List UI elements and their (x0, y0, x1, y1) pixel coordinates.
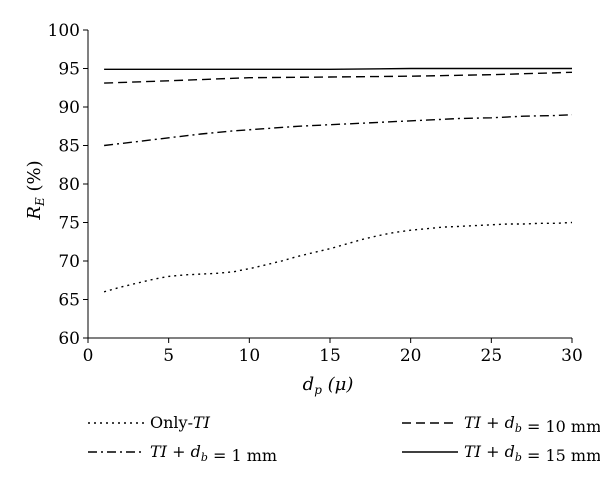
series-line-2 (104, 71, 573, 84)
axes (83, 29, 573, 343)
x-tick-label: 5 (163, 346, 174, 366)
x-tick-label: 25 (481, 346, 503, 366)
y-tick-label: 90 (58, 98, 80, 118)
series-lines (103, 67, 573, 293)
x-tick-label: 15 (319, 346, 341, 366)
legend-label-1: TI + db = 1 mm (150, 442, 277, 465)
y-axis-label: RE (%) (24, 160, 47, 220)
legend: Only-TI TI + db = 1 mm TI + db = 10 mm TI +… (88, 413, 600, 465)
x-tick-label: 10 (239, 346, 261, 366)
legend-label-2: TI + db = 10 mm (464, 413, 600, 436)
y-tick-label: 70 (58, 252, 80, 272)
legend-label-3: TI + db = 15 mm (464, 442, 600, 465)
y-tick-label: 85 (58, 137, 80, 157)
tick-labels: 60 65 70 75 80 85 90 95 100 0 5 10 15 20 25 30 (48, 21, 583, 366)
x-tick-label: 30 (561, 346, 583, 366)
y-tick-label: 80 (58, 175, 80, 195)
legend-label-0: Only-TI (150, 413, 211, 432)
y-tick-label: 75 (58, 214, 80, 234)
series-line-1 (104, 114, 573, 147)
x-axis-label: dp (μ) (303, 374, 354, 397)
y-tick-label: 100 (48, 21, 80, 41)
y-tick-label: 65 (58, 291, 80, 311)
x-tick-label: 20 (400, 346, 422, 366)
series-line-0 (103, 221, 573, 293)
series-line-3 (104, 67, 572, 71)
x-tick-label: 0 (83, 346, 94, 366)
y-tick-label: 95 (58, 60, 80, 80)
y-tick-label: 60 (58, 329, 80, 349)
